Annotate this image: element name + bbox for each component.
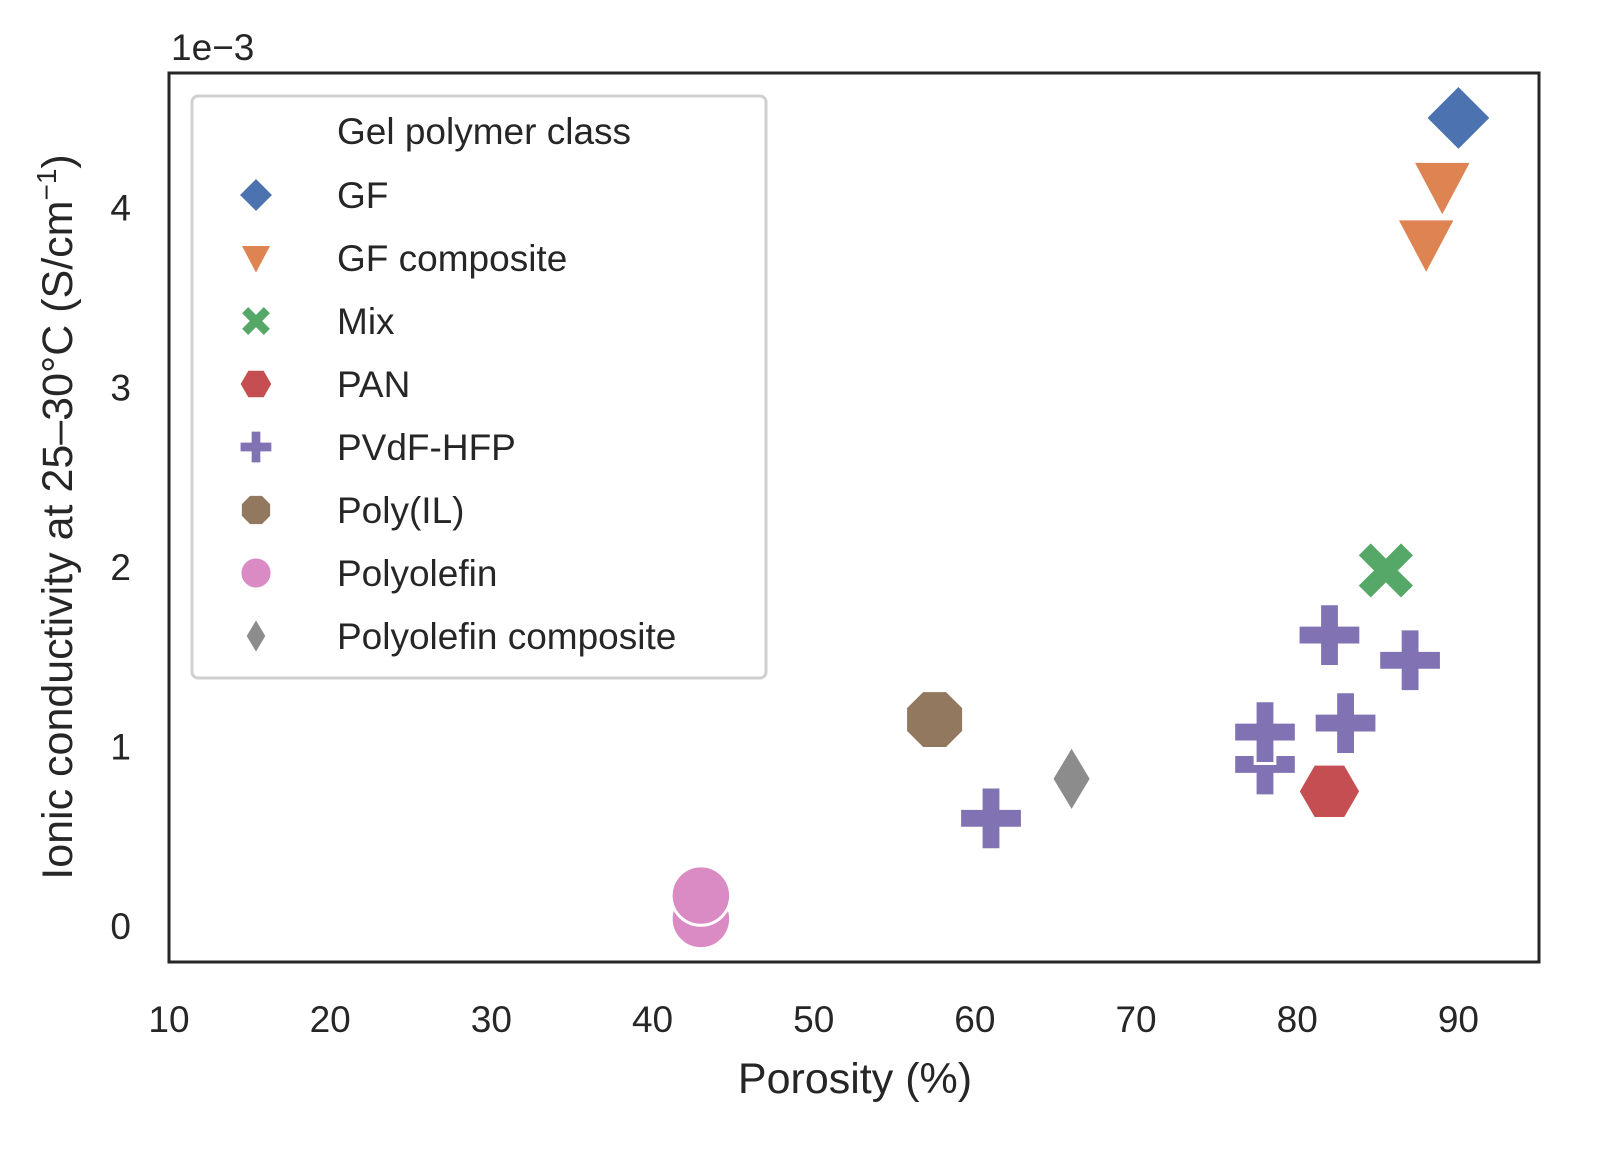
data-point-pvdf-hfp (958, 785, 1024, 852)
data-point-mix (1354, 539, 1418, 602)
x-tick-label: 70 (1115, 999, 1156, 1040)
data-point-poly-il (904, 689, 966, 750)
y-axis-label-main: Ionic conductivity at 25–30°C (S/cm (34, 201, 82, 880)
plot-frame (167, 71, 1541, 964)
legend-frame (190, 94, 768, 680)
y-tick-label: 1 (110, 726, 131, 767)
x-tick-label: 50 (793, 999, 834, 1040)
legend-marker-pvdf-hfp (239, 430, 273, 464)
x-tick-label: 80 (1277, 999, 1318, 1040)
data-point-pvdf-hfp (1232, 699, 1298, 765)
legend-marker-poly-il (240, 494, 272, 526)
y-tick-label: 3 (110, 367, 131, 408)
x-tick-labels: 10 20 30 40 50 60 70 80 90 (148, 999, 1479, 1040)
legend-items: GF GF composite Mix PAN PVdF-HFP Poly(IL) Poly… (237, 175, 676, 657)
x-axis-label: Porosity (%) (738, 1055, 972, 1103)
data-point-gf-composite (1410, 159, 1475, 221)
data-point-pvdf-hfp (1296, 602, 1363, 668)
legend-label-polyolefin-composite: Polyolefin composite (337, 616, 676, 657)
data-point-pan (1296, 762, 1363, 820)
x-tick-label: 60 (954, 999, 995, 1040)
legend-label-gf: GF (337, 175, 388, 216)
data-point-pvdf-hfp (1377, 627, 1443, 694)
legend-label-gf-composite: GF composite (337, 238, 567, 279)
legend-title: Gel polymer class (337, 111, 631, 152)
legend-marker-gf-composite (239, 244, 273, 276)
y-tick-label: 2 (110, 547, 131, 588)
legend-marker-pan (238, 369, 273, 399)
legend-label-pvdf-hfp: PVdF-HFP (337, 427, 516, 468)
data-point-polyolefin-composite (1050, 742, 1094, 815)
data-point-gf-composite (1394, 217, 1459, 279)
y-tick-labels: 0 1 2 3 4 (110, 188, 131, 947)
x-tick-label: 40 (632, 999, 673, 1040)
legend-marker-gf (237, 176, 275, 214)
y-tick-label: 4 (110, 188, 131, 229)
data-point-polyolefin (669, 864, 733, 927)
x-tick-label: 20 (310, 999, 351, 1040)
y-axis-label-close: ) (34, 154, 82, 168)
legend-label-polyolefin: Polyolefin (337, 553, 497, 594)
x-tick-label: 30 (471, 999, 512, 1040)
data-point-gf (1423, 82, 1494, 153)
y-tick-label: 0 (110, 906, 131, 947)
legend-marker-polyolefin (239, 556, 273, 590)
x-tick-label: 90 (1438, 999, 1479, 1040)
legend-label-poly-il: Poly(IL) (337, 490, 464, 531)
legend-marker-mix (239, 304, 273, 338)
legend-marker-polyolefin-composite (244, 617, 268, 655)
x-tick-label: 10 (148, 999, 189, 1040)
legend-label-mix: Mix (337, 301, 395, 342)
data-point-pvdf-hfp (1312, 690, 1379, 756)
data-points (669, 82, 1494, 951)
legend-label-pan: PAN (337, 364, 410, 405)
legend: Gel polymer class GF GF composite Mix PAN PV… (190, 94, 768, 680)
y-axis-label: Ionic conductivity at 25–30°C (S/cm−1) (31, 154, 82, 880)
y-offset-label: 1e−3 (171, 27, 254, 68)
y-axis-label-sup: −1 (31, 169, 62, 201)
